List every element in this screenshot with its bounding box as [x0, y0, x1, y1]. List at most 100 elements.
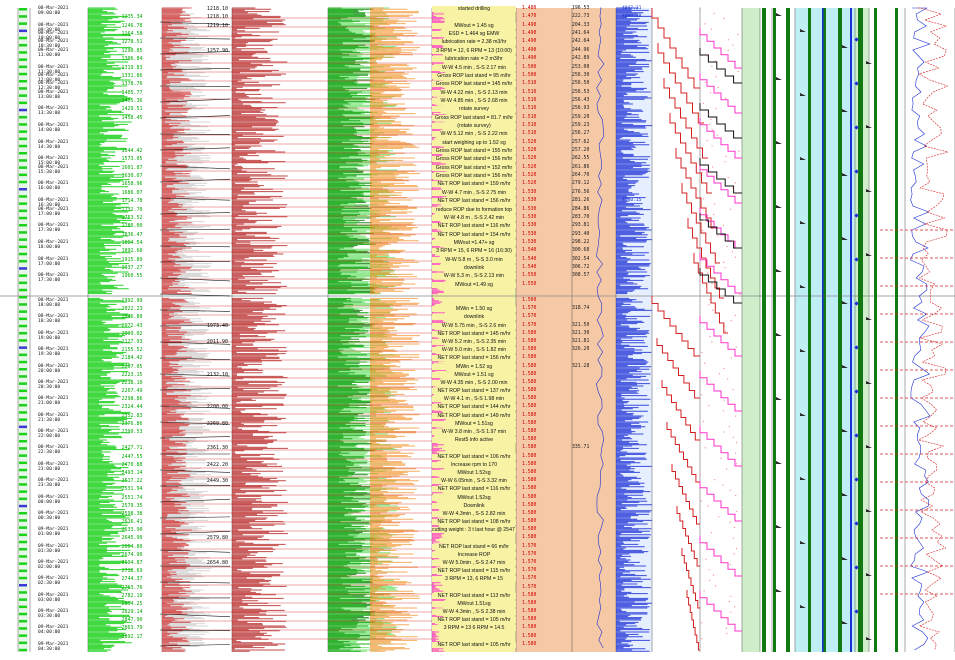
- rows_bottom-mw-26: 1.580: [522, 510, 537, 516]
- stair-black-top-1: [699, 103, 742, 139]
- rows_bottom-d1-6: 2155.52: [121, 347, 143, 354]
- marker-9: [800, 157, 806, 160]
- dot-pink-108: [708, 579, 711, 582]
- rows_bottom-mw-35: 1.570: [522, 584, 537, 590]
- depth-tie-35: [159, 581, 231, 584]
- rows_bottom-mw-23: 1.580: [522, 486, 537, 492]
- rows_bottom-rem-22: W-W 6.05min , S-S 3.32 min: [432, 478, 516, 485]
- depth-tie-17: [159, 293, 231, 297]
- rows_top-d1-30: 1915.89: [121, 256, 143, 263]
- dot-pink-98: [733, 526, 736, 529]
- rows_top-bv-18: 262.55: [572, 156, 590, 162]
- dot-pink-4: [710, 28, 713, 30]
- rows_bottom-d1-7: 2184.42: [121, 355, 143, 362]
- rows_bottom-mw-5: 1.580: [522, 338, 537, 344]
- rows_bottom-rem-33: NET ROP last stand = 115 m/hr: [432, 568, 516, 575]
- rows_top-mw-22: 1.530: [522, 189, 537, 195]
- rows_bottom-rem-15: MWout = 1.51sg: [432, 420, 516, 427]
- dot-pink-91: [729, 489, 731, 491]
- side-mark-75: [19, 548, 27, 551]
- side-mark-38: [19, 281, 27, 285]
- rows_top-d1-11: 1405.36: [121, 97, 143, 104]
- rows_bottom-rem-4: NET ROP last stand = 145 m/hr: [432, 330, 516, 337]
- rows_bottom-mw-3: 1.570: [522, 322, 537, 328]
- dot-pink-35: [737, 192, 739, 195]
- rows_top-mw-2: 1.490: [522, 22, 537, 28]
- rows_top-rem-24: reduce ROP due to formation top: [432, 206, 516, 213]
- rows_top-d1-2: 1246.78: [121, 22, 143, 29]
- rows_bottom-mw-40: 1.580: [522, 625, 537, 631]
- rows_bottom-t-36: 09-Mar-2021 03:00:00: [38, 592, 69, 603]
- marker-8: [776, 141, 782, 144]
- dot-pink-57: [712, 309, 714, 311]
- rows_top-mw-9: 1.510: [522, 81, 537, 87]
- rows_top-bv-21: 279.12: [572, 181, 590, 187]
- rows_top-mw-31: 1.540: [522, 264, 537, 270]
- dot-pink-28: [725, 155, 727, 157]
- depth-tie-20: [159, 341, 231, 345]
- rows_bottom-mw-36: 1.580: [522, 592, 537, 598]
- dot-pink-94: [707, 505, 709, 507]
- side-mark-31: [19, 231, 27, 234]
- rows_top-rem-2: MWout = 1.45 sg: [432, 22, 516, 29]
- rows_top-bv-15: 256.27: [572, 131, 590, 137]
- rows_bottom-t-32: 09-Mar-2021 02:00:00: [38, 560, 69, 570]
- vbar-green-3: [808, 8, 811, 652]
- rows_top-d1-5: 1290.85: [121, 47, 143, 54]
- rows_bottom-d1-4: 2099.02: [121, 330, 143, 337]
- marker-14: [842, 237, 848, 240]
- rows_top-rem-25: W-W 4.8 m , S-S 2.42 min: [432, 214, 516, 221]
- rows_bottom-d1-5: 2127.93: [121, 338, 143, 345]
- dot-pink-66: [730, 357, 732, 359]
- dot-pink-119: [701, 638, 703, 640]
- side-mark-6: [19, 51, 27, 54]
- curve-blue-track: [595, 7, 605, 649]
- depth-tie-3: [159, 68, 231, 71]
- dot-pink-103: [733, 553, 735, 555]
- rows_top-mw-13: 1.510: [522, 114, 537, 120]
- marker-31: [866, 509, 872, 512]
- side-mark-33: [19, 245, 27, 249]
- track-bg-4: [516, 8, 616, 652]
- rows_top-mw-32: 1.550: [522, 273, 537, 279]
- side-mark-35: [19, 260, 27, 263]
- side-mark-20: [19, 152, 27, 155]
- rows_bottom-d1-2: 2046.80: [121, 314, 143, 321]
- rows_bottom-d1-16: 2399.53: [121, 429, 143, 435]
- rows_top-mw-17: 1.520: [522, 148, 537, 153]
- marker-23: [866, 381, 872, 384]
- rows_bottom-rem-7: NET ROP last stand = 156 m/hr: [432, 355, 516, 362]
- rows_bottom-d1-21: 2493.14: [121, 469, 143, 476]
- side-mark-12: [19, 94, 27, 97]
- side-mark-21: [19, 159, 27, 162]
- side-mark-39: [19, 288, 27, 292]
- rows_top-bv-11: 256.43: [572, 97, 590, 103]
- rows_top-bv-5: 244.96: [572, 47, 590, 53]
- side-mark-32: [19, 238, 27, 241]
- rows_top-mw-16: 1.520: [522, 139, 537, 145]
- rows_bottom-d1-14: 2352.83: [121, 412, 143, 419]
- rows_top-rem-18: Gross ROP last stand = 156 m/hr: [432, 156, 516, 163]
- rows_bottom-rem-17: Rest5 info active: [432, 437, 516, 444]
- rows_bottom-mw-29: 1.580: [522, 535, 537, 541]
- dot-pink-82: [735, 442, 738, 444]
- stair-red-bot-3: [666, 422, 700, 483]
- rows_bottom-d1-35: 2763.76: [121, 584, 143, 591]
- rows_bottom-d1-23: 2531.94: [121, 486, 143, 493]
- side-mark-26: [19, 195, 27, 198]
- side-mark-64: [19, 468, 27, 472]
- rows_bottom-t-2: 08-Mar-2021 18:30:00: [38, 314, 69, 325]
- dot-pink-36: [702, 198, 705, 200]
- rows_top-bv-1: 222.73: [572, 14, 590, 20]
- side-mark-25: [19, 188, 27, 191]
- side-mark-48: [19, 353, 27, 357]
- trace-orange-4: [370, 7, 420, 652]
- rows_top-d2-0: 1218.10: [206, 6, 228, 12]
- dot-pink-41: [722, 224, 725, 226]
- rows_top-mw-3: 1.490: [522, 31, 537, 37]
- rows_bottom-rem-24: MWout 1.52sg: [432, 494, 516, 501]
- rows_bottom-rem-26: W-W 4.3min , S-S 2.82 min: [432, 510, 516, 517]
- stair-red-top-7: [693, 253, 728, 334]
- rows_top-bv-6: 242.89: [572, 56, 590, 62]
- rows_top-mw-20: 1.520: [522, 173, 537, 179]
